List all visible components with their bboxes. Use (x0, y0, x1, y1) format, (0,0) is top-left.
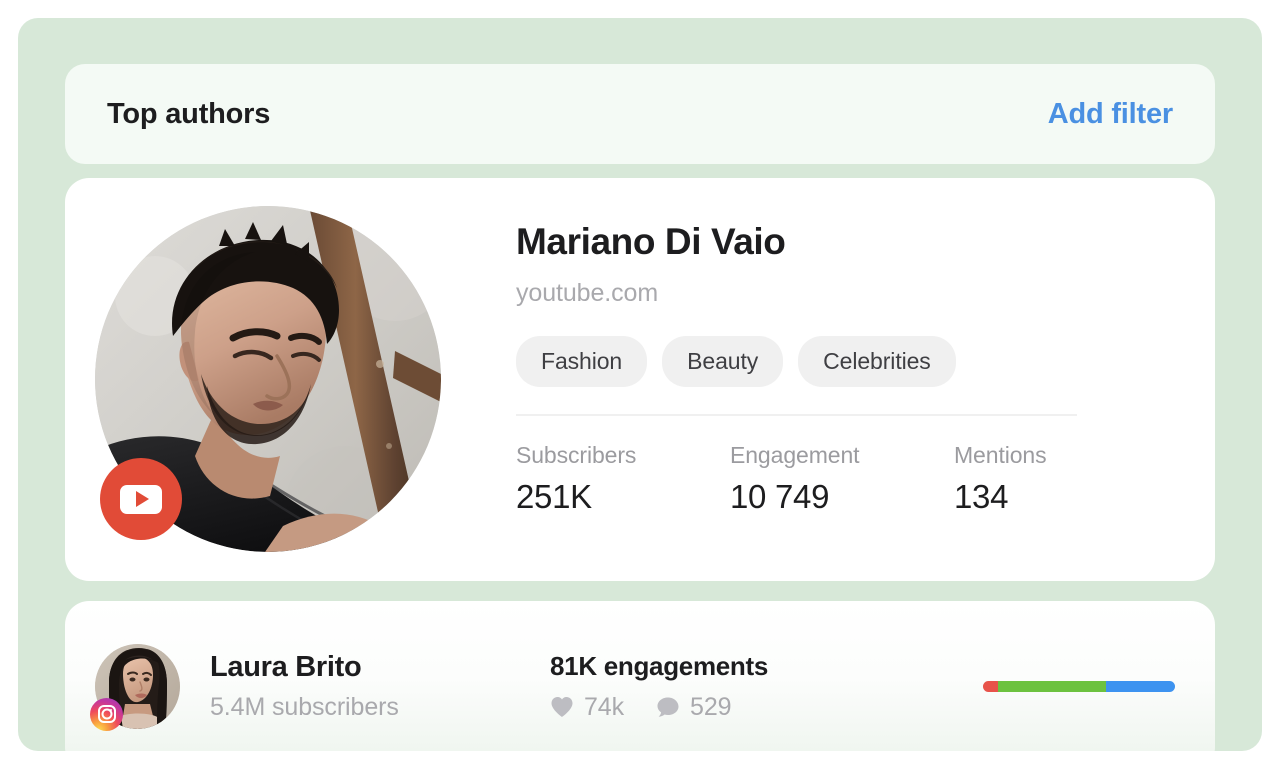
youtube-icon-body (120, 484, 162, 514)
tag-beauty[interactable]: Beauty (662, 335, 784, 387)
stat-engagement-label: Engagement (730, 441, 860, 468)
stat-subscribers-value: 251K (516, 477, 592, 515)
secondary-author-subscribers: 5.4M subscribers (210, 692, 399, 721)
avatar (95, 206, 441, 552)
avatar-image (95, 206, 441, 552)
author-card-primary[interactable]: Mariano Di Vaio youtube.com Fashion Beau… (65, 178, 1215, 581)
likes-value: 74k (584, 692, 625, 721)
secondary-metrics: 74k 529 (550, 693, 945, 722)
comments-value: 529 (690, 692, 732, 721)
sentiment-progress-bar (983, 680, 1175, 692)
add-filter-button[interactable]: Add filter (1047, 97, 1173, 130)
divider (516, 413, 1077, 416)
comments-metric: 529 (656, 692, 732, 722)
tag-celebrities[interactable]: Celebrities (798, 335, 956, 387)
instagram-icon (90, 697, 123, 731)
author-card-secondary[interactable]: Laura Brito 5.4M subscribers 81K engagem… (65, 601, 1215, 751)
content-panel: Top authors Add filter (18, 18, 1262, 751)
comment-icon (656, 696, 680, 719)
stat-engagement-value: 10 749 (730, 477, 830, 515)
progress-segment-positive (998, 680, 1106, 692)
author-domain: youtube.com (516, 278, 659, 307)
secondary-author-details: Laura Brito 5.4M subscribers (180, 651, 550, 722)
likes-metric: 74k (550, 693, 624, 722)
progress-segment-negative (983, 680, 999, 692)
stat-mentions-label: Mentions (954, 441, 1047, 468)
youtube-icon-play (136, 491, 149, 507)
stat-subscribers: Subscribers 251K (516, 442, 730, 516)
author-details: Mariano Di Vaio youtube.com Fashion Beau… (441, 206, 1185, 516)
instagram-icon-glyph (97, 705, 116, 723)
stat-mentions: Mentions 134 (954, 442, 1047, 516)
topic-tags: Fashion Beauty Celebrities (516, 335, 1185, 387)
progress-segment-neutral (1105, 680, 1175, 692)
author-name: Mariano Di Vaio (516, 221, 786, 262)
heart-icon (550, 696, 574, 718)
secondary-engagements-total: 81K engagements (550, 650, 769, 681)
avatar-secondary-image (95, 643, 180, 729)
stat-engagement: Engagement 10 749 (730, 442, 954, 516)
stat-mentions-value: 134 (954, 477, 1009, 515)
secondary-author-name: Laura Brito (210, 650, 362, 683)
stat-subscribers-label: Subscribers (516, 441, 637, 468)
author-stats: Subscribers 251K Engagement 10 749 Menti… (516, 442, 1185, 516)
page-title: Top authors (107, 97, 271, 130)
secondary-author-engagement: 81K engagements 74k (550, 651, 945, 722)
youtube-icon (100, 458, 182, 540)
tag-fashion[interactable]: Fashion (516, 335, 648, 387)
avatar-secondary (90, 643, 180, 731)
top-authors-header: Top authors Add filter (65, 64, 1215, 164)
